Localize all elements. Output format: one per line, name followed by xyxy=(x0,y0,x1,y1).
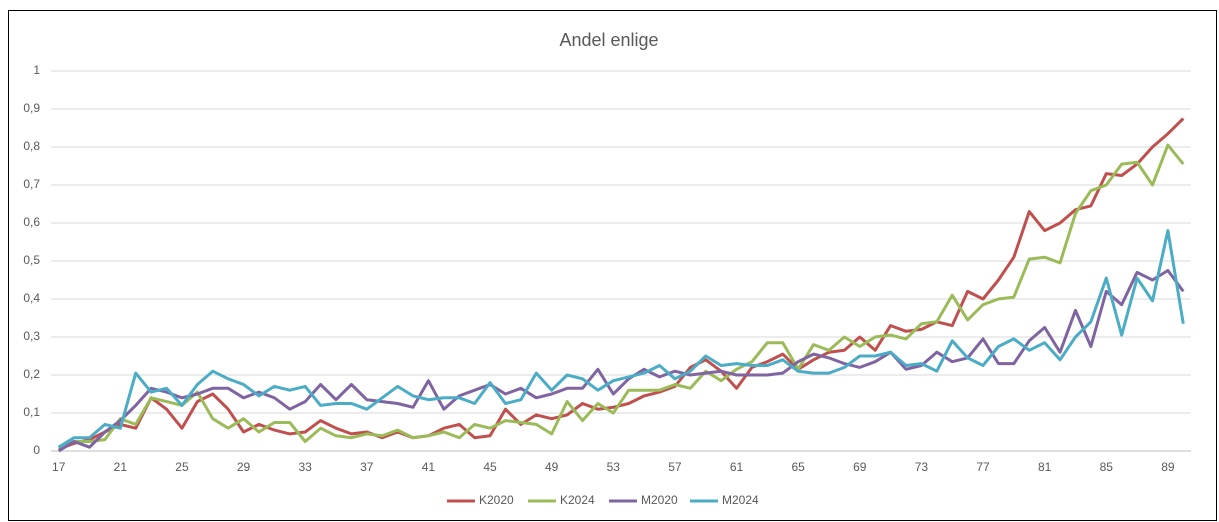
y-tick-label: 0,6 xyxy=(23,215,40,229)
x-tick-label: 21 xyxy=(114,460,128,474)
legend-label: K2024 xyxy=(560,493,595,507)
y-tick-label: 0,8 xyxy=(23,139,40,153)
y-tick-label: 1 xyxy=(33,63,40,77)
series-line xyxy=(58,143,1185,449)
series-line xyxy=(57,269,1185,453)
x-tick-label: 29 xyxy=(237,460,251,474)
x-tick-label: 77 xyxy=(976,460,990,474)
x-tick-label: 57 xyxy=(668,460,682,474)
x-tick-label: 89 xyxy=(1161,460,1175,474)
y-tick-label: 0,5 xyxy=(23,253,40,267)
y-tick-label: 0,3 xyxy=(23,329,40,343)
x-tick-label: 17 xyxy=(52,460,66,474)
x-tick-label: 65 xyxy=(791,460,805,474)
x-tick-label: 41 xyxy=(422,460,436,474)
y-tick-label: 0,9 xyxy=(23,101,40,115)
x-tick-label: 69 xyxy=(853,460,867,474)
chart-title: Andel enlige xyxy=(559,30,658,50)
legend-label: M2020 xyxy=(641,493,678,507)
x-tick-label: 61 xyxy=(730,460,744,474)
x-tick-label: 49 xyxy=(545,460,559,474)
x-tick-label: 85 xyxy=(1100,460,1114,474)
x-tick-label: 37 xyxy=(360,460,374,474)
y-tick-label: 0,1 xyxy=(23,405,40,419)
y-tick-label: 0,4 xyxy=(23,291,40,305)
x-tick-label: 33 xyxy=(299,460,313,474)
legend-label: K2020 xyxy=(479,493,514,507)
y-tick-label: 0,7 xyxy=(23,177,40,191)
y-tick-label: 0 xyxy=(33,443,40,457)
legend-label: M2024 xyxy=(722,493,759,507)
x-tick-label: 45 xyxy=(483,460,497,474)
chart-frame xyxy=(8,10,1217,521)
x-tick-label: 25 xyxy=(175,460,189,474)
series-line xyxy=(57,229,1185,449)
x-tick-label: 73 xyxy=(915,460,929,474)
series-line xyxy=(58,117,1185,451)
y-tick-label: 0,2 xyxy=(23,367,40,381)
x-tick-label: 53 xyxy=(607,460,621,474)
x-tick-label: 81 xyxy=(1038,460,1052,474)
